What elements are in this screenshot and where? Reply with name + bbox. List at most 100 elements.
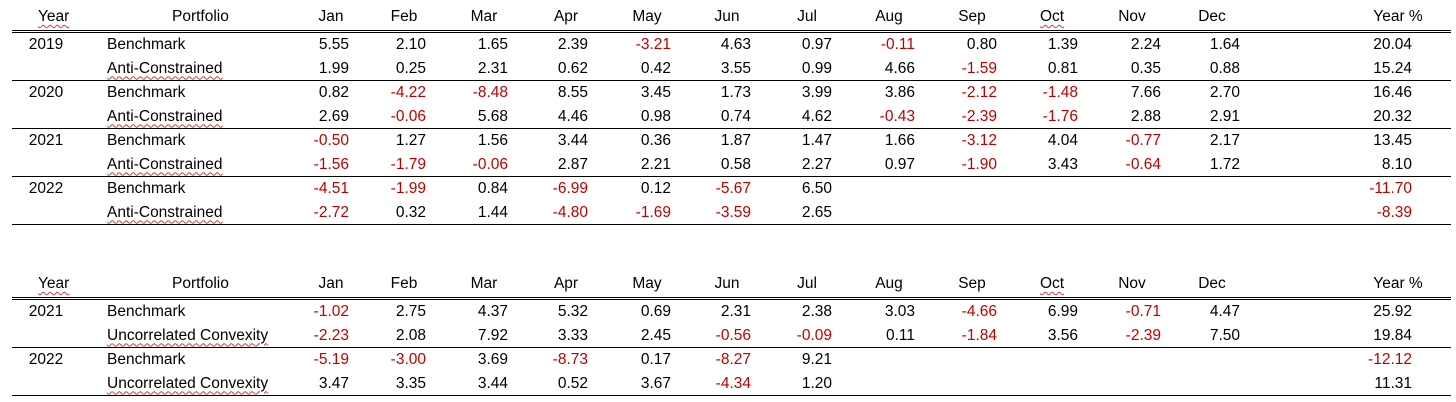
header-feb: Feb bbox=[374, 271, 434, 297]
month-value-cell: 1.73 bbox=[720, 84, 751, 101]
table-row: 2021 Benchmark -0.50 1.27 1.56 3.44 0.36 1.87 1.… bbox=[12, 129, 1451, 153]
month-value-cell: 0.82 bbox=[318, 84, 349, 101]
month-value-cell: 0.97 bbox=[884, 155, 915, 173]
header-label: Feb bbox=[390, 8, 418, 25]
year-cell: 2021 bbox=[28, 303, 64, 320]
portfolio-cell: Benchmark bbox=[107, 129, 307, 153]
month-value-cell: 1.44 bbox=[477, 203, 508, 221]
month-value-cell bbox=[1101, 177, 1161, 201]
month-value-cell: -2.23 bbox=[313, 326, 349, 344]
year-cell: 2020 bbox=[28, 84, 64, 101]
portfolio-name: Anti-Constrained bbox=[107, 155, 223, 173]
header-label: Sep bbox=[958, 275, 986, 292]
month-value-cell: 0.17 bbox=[640, 351, 671, 368]
month-value-cell: -1.99 bbox=[390, 180, 426, 197]
month-value-cell: -1.90 bbox=[961, 155, 997, 173]
month-value-cell: 2.24 bbox=[1130, 36, 1161, 53]
table-row: 2020 Benchmark 0.82 -4.22 -8.48 8.55 3.45 1.73 3… bbox=[12, 81, 1451, 105]
header-apr: Apr bbox=[536, 4, 596, 30]
portfolio-name: Benchmark bbox=[107, 303, 186, 320]
month-value-cell: 2.45 bbox=[640, 326, 671, 344]
header-jun: Jun bbox=[697, 271, 757, 297]
month-value-cell: -4.80 bbox=[552, 203, 588, 221]
year-total-cell: 11.31 bbox=[1374, 374, 1412, 392]
month-value-cell: 0.32 bbox=[395, 203, 426, 221]
header-label: Oct bbox=[1039, 8, 1065, 25]
month-value-cell: 3.67 bbox=[640, 374, 671, 392]
month-value-cell: -4.22 bbox=[390, 84, 426, 101]
month-value-cell: 0.97 bbox=[801, 36, 832, 53]
month-value-cell: 1.64 bbox=[1209, 36, 1240, 53]
month-value-cell: 3.43 bbox=[1047, 155, 1078, 173]
month-value-cell: 0.62 bbox=[557, 59, 588, 77]
month-value-cell: 0.81 bbox=[1047, 59, 1078, 77]
month-value-cell: 7.66 bbox=[1130, 84, 1161, 101]
table-row: Anti-Constrained 2.69 -0.06 5.68 4.46 0.98 0.7… bbox=[12, 105, 1451, 129]
header-sep: Sep bbox=[942, 4, 1002, 30]
year-total-cell: 25.92 bbox=[1373, 303, 1412, 320]
year-total-cell: -8.39 bbox=[1376, 203, 1412, 221]
header-jan: Jan bbox=[301, 4, 361, 30]
header-label: Jul bbox=[797, 275, 817, 292]
month-value-cell bbox=[1101, 201, 1161, 225]
month-value-cell: 4.37 bbox=[477, 303, 508, 320]
month-value-cell: 3.45 bbox=[640, 84, 671, 101]
year-total-cell: 16.46 bbox=[1373, 84, 1412, 101]
header-apr: Apr bbox=[536, 271, 596, 297]
month-value-cell: -1.56 bbox=[313, 155, 349, 173]
header-year: Year % bbox=[1368, 271, 1428, 297]
month-value-cell: 3.44 bbox=[477, 374, 508, 392]
month-value-cell: -3.00 bbox=[390, 351, 426, 368]
month-value-cell: 3.35 bbox=[395, 374, 426, 392]
header-dec: Dec bbox=[1182, 4, 1242, 30]
month-value-cell: 4.46 bbox=[557, 107, 588, 125]
header-may: May bbox=[617, 4, 677, 30]
month-value-cell: -4.66 bbox=[961, 303, 997, 320]
header-label: May bbox=[632, 8, 662, 25]
month-value-cell bbox=[1180, 372, 1240, 396]
month-value-cell bbox=[1180, 201, 1240, 225]
header-oct: Oct bbox=[1022, 4, 1082, 30]
table-header-row: Year Portfolio Jan Feb Mar Apr May Jun Jul Aug Sep… bbox=[12, 271, 1451, 300]
month-value-cell: -2.39 bbox=[961, 107, 997, 125]
year-total-cell: -12.12 bbox=[1368, 351, 1412, 368]
month-value-cell: -2.12 bbox=[961, 84, 997, 101]
month-value-cell: -6.99 bbox=[552, 180, 588, 197]
month-value-cell: 5.32 bbox=[557, 303, 588, 320]
year-cell: 2019 bbox=[28, 36, 64, 53]
month-value-cell: -0.71 bbox=[1125, 303, 1161, 320]
month-value-cell: -1.84 bbox=[961, 326, 997, 344]
table-row: 2022 Benchmark -5.19 -3.00 3.69 -8.73 0.17 -8.2… bbox=[12, 348, 1451, 372]
month-value-cell: 6.50 bbox=[801, 180, 832, 197]
month-value-cell: 1.72 bbox=[1209, 155, 1240, 173]
month-value-cell: 0.35 bbox=[1130, 59, 1161, 77]
header-label: Feb bbox=[390, 275, 418, 292]
header-nov: Nov bbox=[1102, 271, 1162, 297]
month-value-cell bbox=[937, 372, 997, 396]
month-value-cell: 0.12 bbox=[640, 180, 671, 197]
month-value-cell: 2.08 bbox=[395, 326, 426, 344]
month-value-cell: 1.27 bbox=[395, 132, 426, 149]
portfolio-cell: Benchmark bbox=[107, 177, 307, 201]
month-value-cell: -0.64 bbox=[1125, 155, 1161, 173]
month-value-cell: 1.65 bbox=[477, 36, 508, 53]
year-cell: 2022 bbox=[28, 180, 64, 197]
month-value-cell: 3.86 bbox=[884, 84, 915, 101]
month-value-cell bbox=[937, 201, 997, 225]
month-value-cell: 3.47 bbox=[318, 374, 349, 392]
table-row: Anti-Constrained -2.72 0.32 1.44 -4.80 -1.69 -… bbox=[12, 201, 1451, 225]
month-value-cell: 2.87 bbox=[557, 155, 588, 173]
month-value-cell bbox=[1018, 201, 1078, 225]
month-value-cell: -1.69 bbox=[635, 203, 671, 221]
header-oct: Oct bbox=[1022, 271, 1082, 297]
month-value-cell: -0.06 bbox=[472, 155, 508, 173]
month-value-cell: 2.91 bbox=[1209, 107, 1240, 125]
month-value-cell: 4.47 bbox=[1209, 303, 1240, 320]
month-value-cell: 3.56 bbox=[1047, 326, 1078, 344]
portfolio-name: Uncorrelated Convexity bbox=[107, 326, 269, 344]
month-value-cell: -0.11 bbox=[880, 36, 915, 53]
portfolio-cell: Anti-Constrained bbox=[107, 105, 307, 129]
header-label: Aug bbox=[875, 275, 903, 292]
table-row: Uncorrelated Convexity -2.23 2.08 7.92 3.33 2… bbox=[12, 324, 1451, 348]
month-value-cell: -8.27 bbox=[715, 351, 751, 368]
